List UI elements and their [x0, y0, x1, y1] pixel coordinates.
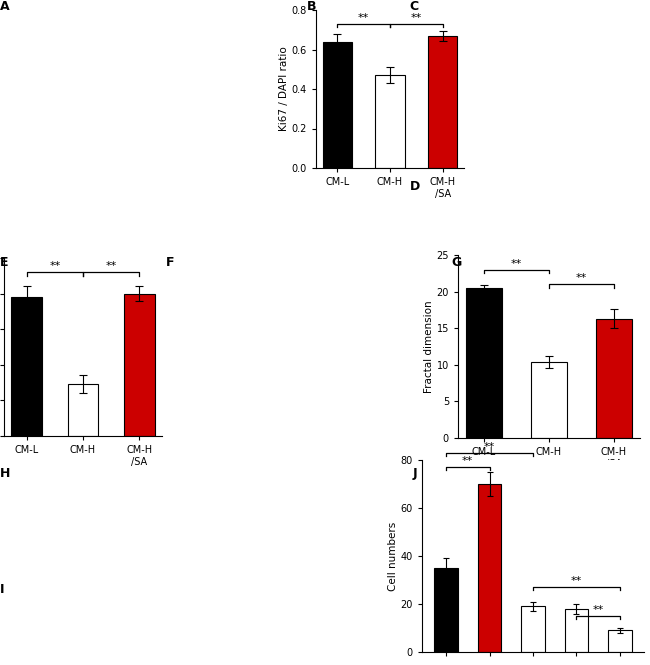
Bar: [608, 630, 632, 652]
Text: **: **: [462, 456, 473, 466]
Text: **: **: [411, 13, 422, 23]
Text: **: **: [484, 442, 495, 452]
Text: **: **: [105, 261, 117, 271]
Text: H: H: [0, 467, 10, 480]
Bar: [428, 36, 457, 168]
Text: E: E: [0, 256, 8, 269]
Bar: [11, 297, 42, 436]
Text: I: I: [0, 583, 5, 597]
Text: **: **: [576, 273, 587, 283]
Text: **: **: [571, 577, 582, 587]
Y-axis label: Fractal dimension: Fractal dimension: [424, 300, 434, 393]
Y-axis label: Ki67 / DAPI ratio: Ki67 / DAPI ratio: [279, 47, 289, 132]
Bar: [124, 294, 155, 436]
Bar: [565, 608, 588, 652]
Bar: [521, 606, 545, 652]
Bar: [323, 42, 352, 168]
Text: **: **: [49, 261, 60, 271]
Text: G: G: [452, 256, 462, 269]
Bar: [531, 362, 567, 438]
Text: **: **: [358, 13, 369, 23]
Bar: [68, 384, 99, 436]
Text: **: **: [593, 605, 604, 615]
Bar: [478, 484, 501, 652]
Text: F: F: [166, 256, 174, 269]
Text: C: C: [410, 0, 419, 13]
Text: A: A: [0, 0, 10, 13]
Y-axis label: Cell numbers: Cell numbers: [388, 521, 398, 591]
Text: B: B: [307, 0, 317, 13]
Text: J: J: [413, 467, 417, 480]
Bar: [466, 288, 502, 438]
Bar: [596, 319, 632, 438]
Bar: [434, 568, 458, 652]
Text: **: **: [511, 259, 522, 269]
Bar: [376, 75, 404, 168]
Text: D: D: [410, 180, 420, 193]
